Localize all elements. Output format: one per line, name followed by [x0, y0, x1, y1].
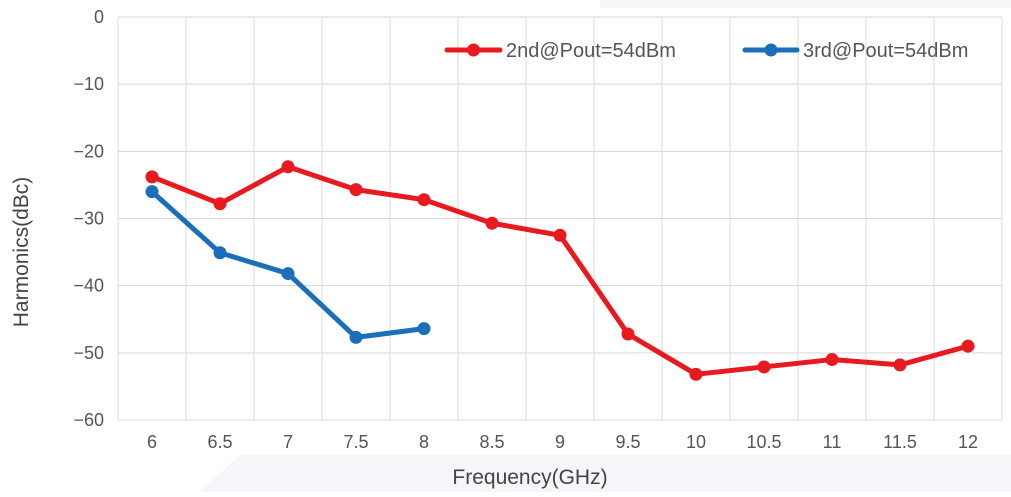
x-tick-label: 8	[419, 432, 429, 452]
x-tick-label: 10.5	[746, 432, 781, 452]
y-tick-label: 0	[94, 7, 104, 27]
series-2-point	[349, 330, 363, 344]
y-tick-label: −30	[73, 209, 104, 229]
x-tick-label: 12	[958, 432, 978, 452]
series-2-point	[145, 185, 159, 199]
series-1-point	[757, 360, 771, 374]
y-axis-title: Harmonics(dBc)	[10, 177, 33, 328]
y-tick-label: −60	[73, 410, 104, 430]
series-1-point	[689, 367, 703, 381]
x-tick-label: 9.5	[615, 432, 640, 452]
series-1-point	[553, 228, 567, 242]
legend-swatch-marker	[467, 43, 480, 57]
gridlines	[117, 16, 1003, 421]
y-tick-label: −20	[73, 141, 104, 161]
x-tick-label: 6	[147, 432, 157, 452]
series-1-point	[145, 170, 159, 184]
x-tick-label: 10	[686, 432, 706, 452]
x-tick-label: 6.5	[207, 432, 232, 452]
series-1-point	[417, 193, 431, 207]
y-tick-label: −50	[73, 343, 104, 363]
x-axis-title: Frequency(GHz)	[452, 466, 607, 489]
x-tick-label: 7	[283, 432, 293, 452]
series-2-point	[213, 246, 227, 260]
y-tick-label: −10	[73, 74, 104, 94]
series-2-point	[281, 267, 295, 281]
x-tick-label: 11	[823, 432, 842, 452]
x-tick-label: 8.5	[479, 432, 504, 452]
x-tick-label: 11.5	[883, 432, 917, 452]
series-1-point	[825, 353, 839, 367]
legend: 2nd@Pout=54dBm 3rd@Pout=54dBm	[444, 40, 968, 62]
series-1-point	[485, 216, 499, 230]
series-1-point	[621, 327, 635, 341]
series-1-point	[213, 197, 227, 211]
legend-label: 3rd@Pout=54dBm	[803, 40, 968, 62]
series-1-point	[893, 358, 907, 372]
series-lines	[145, 160, 975, 381]
background-decoration	[200, 0, 1011, 492]
legend-label: 2nd@Pout=54dBm	[506, 40, 676, 62]
y-axis: 0 −10 −20 −30 −40 −50 −60	[73, 7, 104, 430]
series-2-point	[417, 322, 431, 336]
series-line-2	[149, 189, 427, 340]
x-tick-label: 7.5	[343, 432, 368, 452]
series-1-point	[961, 339, 975, 353]
x-tick-label: 9	[555, 432, 565, 452]
y-tick-label: −40	[73, 276, 104, 296]
series-1-point	[349, 183, 363, 197]
series-1-point	[281, 160, 295, 174]
x-axis: 6 6.5 7 7.5 8 8.5 9 9.5 10 10.5 11 11.5 12	[147, 432, 978, 452]
legend-swatch-marker	[764, 43, 778, 57]
